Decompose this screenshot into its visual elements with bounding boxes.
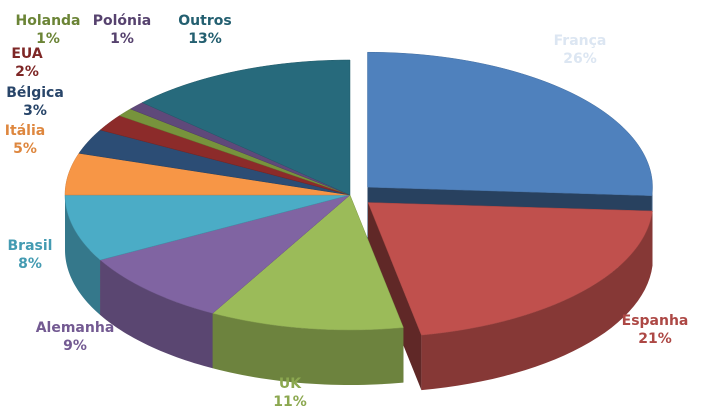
slice-label: Holanda: [15, 13, 80, 29]
slice-value-label: 11%: [273, 394, 307, 410]
slice: [99, 115, 351, 196]
tops: [64, 51, 653, 336]
slice: [78, 129, 351, 196]
slice: [367, 51, 653, 196]
slice-value-label: 26%: [563, 51, 597, 67]
slice-value-label: 21%: [638, 331, 672, 347]
slice-label: Alemanha: [36, 320, 115, 336]
slice-value-label: 1%: [36, 31, 60, 47]
slice-value-label: 9%: [63, 338, 87, 354]
slice-label: Bélgica: [6, 85, 64, 101]
slice-wall: [65, 195, 101, 316]
slice-value-label: 2%: [15, 64, 39, 80]
slice-label: UK: [279, 376, 302, 392]
slice: [141, 59, 351, 196]
slice: [64, 194, 351, 261]
slice-value-label: 8%: [18, 256, 42, 272]
slice-value-label: 1%: [110, 31, 134, 47]
slice-label: França: [554, 33, 607, 49]
slice: [64, 153, 351, 196]
slice-label: Itália: [5, 123, 45, 139]
slice-edge: [368, 202, 422, 391]
slice-wall: [212, 313, 404, 385]
slice-value-label: 13%: [188, 31, 222, 47]
slice: [129, 102, 351, 196]
slice: [367, 202, 653, 336]
slice-label: Espanha: [622, 313, 689, 329]
slice: [118, 108, 351, 196]
slice-label: Brasil: [8, 238, 53, 254]
slice-label: Outros: [178, 13, 231, 29]
slice-value-label: 3%: [23, 103, 47, 119]
slice: [212, 194, 404, 331]
slice-value-label: 5%: [13, 141, 37, 157]
slice-wall: [421, 210, 653, 391]
slice-label: EUA: [11, 46, 43, 62]
slice-label: Polónia: [93, 13, 152, 29]
slice: [99, 194, 351, 314]
slice-wall: [100, 260, 213, 369]
